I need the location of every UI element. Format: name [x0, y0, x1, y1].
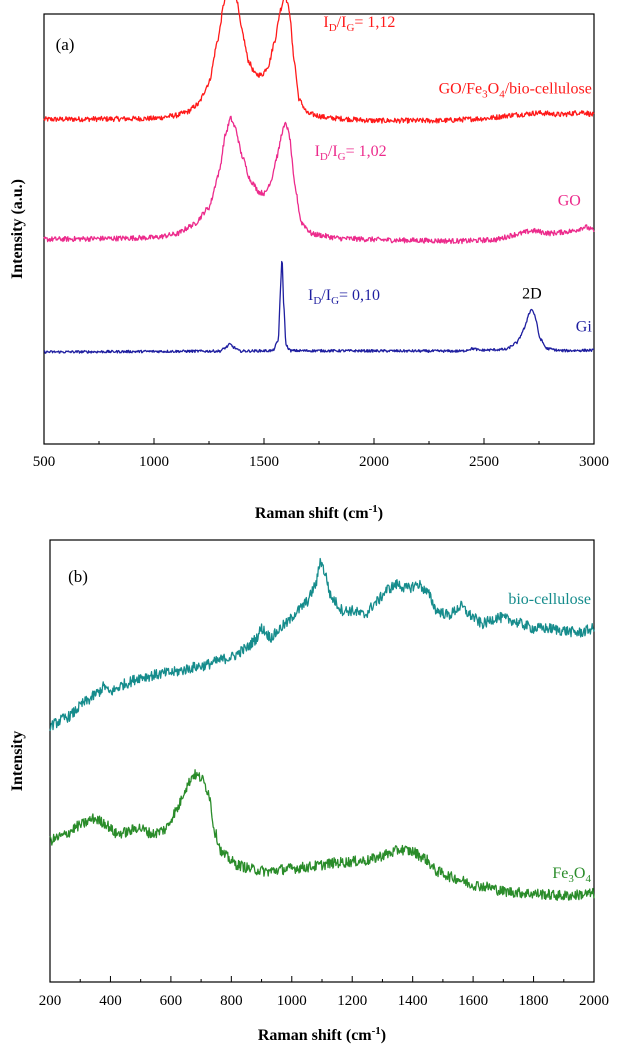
x-tick-label: 1000: [277, 993, 307, 1009]
x-axis: 200 400 600 800 1000 1200 1400 1600 1800 2000: [39, 976, 609, 1009]
chart-panel-a: 500 1000 1500 2000 2500 3000 Raman shift (cm-1…: [9, 0, 609, 522]
y-axis-label: Intensity (a.u.): [9, 179, 26, 279]
plot-frame: [43, 13, 595, 445]
series-label: GO/Fe3O4/bio-cellulose: [439, 81, 592, 101]
series-label: bio-cellulose: [508, 591, 591, 608]
x-tick-label: 2500: [469, 454, 499, 470]
series-line-fe3o4: [49, 769, 595, 902]
panel-label: (b): [68, 567, 88, 586]
peak-label: 2D: [522, 286, 542, 303]
x-tick-label: 3000: [579, 454, 609, 470]
x-tick-label: 1600: [458, 993, 488, 1009]
series-line-gi: [43, 260, 595, 354]
x-tick-label: 200: [39, 993, 62, 1009]
x-axis-label: Raman shift (cm-1): [255, 503, 383, 522]
x-axis: 500 1000 1500 2000 2500 3000: [33, 438, 609, 470]
panel-label: (a): [56, 35, 75, 54]
x-tick-label: 1500: [249, 454, 279, 470]
y-axis-label: Intensity: [9, 731, 26, 791]
x-tick-label: 1400: [398, 993, 428, 1009]
x-tick-label: 1200: [337, 993, 367, 1009]
x-tick-label: 600: [160, 993, 183, 1009]
x-tick-label: 800: [220, 993, 243, 1009]
series-line-bio-cellulose: [49, 557, 595, 732]
intensity-ratio-label: ID/IG= 0,10: [308, 287, 380, 307]
x-axis-label: Raman shift (cm-1): [258, 1025, 386, 1044]
x-tick-label: 2000: [359, 454, 389, 470]
series-line-go-fe3o4-bio-cellulose: [43, 0, 595, 124]
series-label: Fe3O4: [552, 865, 591, 885]
x-tick-label: 400: [99, 993, 122, 1009]
x-tick-label: 1800: [519, 993, 549, 1009]
x-tick-label: 2000: [579, 993, 609, 1009]
x-tick-label: 500: [33, 454, 56, 470]
series-label: GO: [558, 192, 581, 209]
intensity-ratio-label: ID/IG= 1,02: [315, 143, 387, 163]
x-tick-label: 1000: [139, 454, 169, 470]
intensity-ratio-label: ID/IG= 1,12: [323, 14, 395, 34]
series-line-go: [43, 115, 595, 245]
series-label: Gi: [576, 318, 593, 335]
chart-panel-b: 200 400 600 800 1000 1200 1400 1600 1800 2000 Rama…: [9, 539, 609, 1044]
